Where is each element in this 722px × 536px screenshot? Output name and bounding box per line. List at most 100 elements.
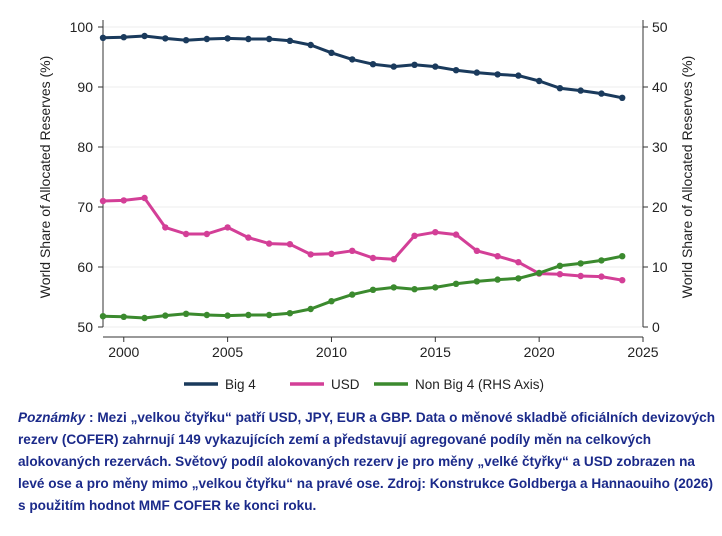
data-point [369, 254, 377, 262]
note-label: Poznámky [18, 410, 86, 425]
y-left-tick-label: 90 [77, 79, 93, 95]
data-point [286, 310, 294, 317]
data-point [224, 35, 231, 42]
data-point [598, 257, 605, 264]
data-point [452, 231, 460, 238]
data-point [535, 77, 543, 85]
data-point [120, 313, 127, 320]
line-chart: 50 60 70 80 90 100 0 10 20 30 40 50 2000 2005 2010 2015… [37, 19, 695, 392]
note-text: : Mezi „velkou čtyřku“ patří USD, JPY, E… [18, 410, 716, 513]
data-point [307, 305, 314, 313]
data-point [203, 35, 211, 43]
data-point [286, 37, 294, 44]
data-point [203, 311, 211, 319]
y-left-tick-label: 100 [70, 19, 94, 35]
data-point [162, 35, 169, 42]
x-tick-label: 2020 [524, 344, 555, 360]
y-right-tick-label: 40 [652, 79, 668, 95]
data-point [224, 312, 231, 319]
data-point [265, 311, 273, 319]
data-point [182, 37, 190, 44]
data-point [245, 35, 252, 43]
data-point [577, 260, 584, 267]
data-point [265, 35, 273, 43]
data-point [432, 63, 439, 70]
data-point [245, 311, 252, 319]
data-point [245, 234, 252, 241]
data-point [224, 224, 231, 231]
legend-label: Big 4 [225, 377, 256, 392]
gridlines [103, 26, 643, 328]
data-point [598, 273, 605, 280]
data-point [494, 276, 501, 283]
data-point [411, 286, 418, 293]
data-point [99, 197, 107, 205]
data-point [349, 247, 356, 254]
data-point [390, 256, 397, 263]
data-point [598, 90, 605, 97]
data-point [494, 253, 501, 260]
data-point [619, 277, 626, 284]
y-right-tick-label: 10 [652, 259, 668, 275]
data-point [515, 72, 522, 79]
data-point [162, 312, 169, 319]
data-point [120, 197, 127, 204]
series-line [102, 196, 623, 282]
data-point [307, 41, 314, 49]
data-point [452, 280, 460, 287]
x-tick-label: 2015 [420, 344, 451, 360]
y-right-tick-label: 20 [652, 199, 668, 215]
data-point [515, 275, 522, 282]
data-point [577, 87, 584, 94]
data-point [203, 230, 211, 238]
data-point [182, 310, 190, 317]
data-point [619, 253, 626, 260]
data-point [473, 278, 481, 285]
data-point [99, 34, 107, 41]
data-point [577, 272, 584, 280]
data-point [328, 298, 335, 305]
data-point [162, 224, 169, 231]
legend-label: Non Big 4 (RHS Axis) [415, 377, 544, 392]
series-line [102, 34, 623, 100]
y-left-tick-label: 70 [77, 199, 93, 215]
x-tick-label: 2010 [316, 344, 347, 360]
data-point [99, 313, 107, 320]
data-point [120, 34, 127, 41]
data-point [369, 286, 377, 293]
data-point [556, 271, 564, 278]
data-point [390, 284, 397, 291]
data-point [494, 71, 501, 78]
data-point [411, 232, 418, 239]
data-point [556, 85, 564, 92]
data-point [535, 269, 543, 277]
series-group [99, 32, 626, 322]
y-left-tick-label: 80 [77, 139, 93, 155]
x-tick-label: 2000 [108, 344, 139, 360]
data-point [515, 259, 522, 266]
y-right-tick-label: 0 [652, 319, 660, 335]
data-point [369, 60, 377, 68]
y-axis-right-title: World Share of Allocated Reserves (%) [679, 56, 695, 299]
y-right-tick-label: 50 [652, 19, 668, 35]
data-point [556, 262, 564, 269]
legend-label: USD [331, 377, 360, 392]
chart-note: Poznámky : Mezi „velkou čtyřku“ patří US… [18, 407, 718, 517]
data-point [286, 241, 294, 248]
y-axis-left-title: World Share of Allocated Reserves (%) [37, 56, 53, 299]
y-right-tick-label: 30 [652, 139, 668, 155]
data-point [141, 32, 148, 40]
data-point [328, 49, 335, 56]
data-point [328, 250, 335, 257]
data-point [473, 69, 481, 76]
data-point [432, 229, 439, 236]
data-point [390, 63, 397, 70]
data-point [307, 251, 314, 258]
y-left-tick-label: 50 [77, 319, 93, 335]
data-point [265, 240, 273, 247]
data-point [141, 194, 148, 202]
data-point [141, 314, 148, 322]
x-tick-label: 2025 [627, 344, 658, 360]
x-tick-label: 2005 [212, 344, 243, 360]
data-point [452, 67, 460, 74]
